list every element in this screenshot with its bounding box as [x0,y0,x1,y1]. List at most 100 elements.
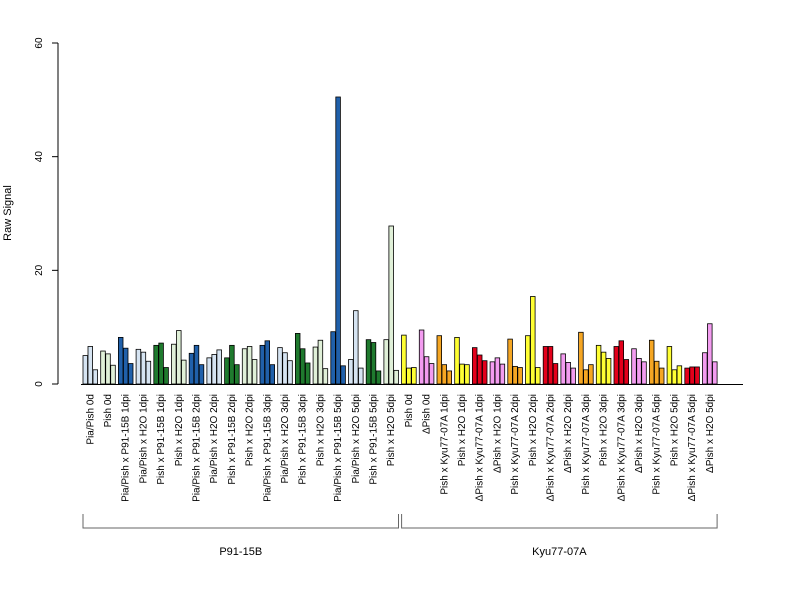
x-tick-label: ΔPish x H2O 5dpi [705,394,716,473]
bar [636,358,642,385]
bar [234,364,240,385]
x-tick-label: ΔPish x Kyu77-07A 3dpi [616,394,627,501]
bar [494,357,501,385]
bar [588,364,594,385]
bar [707,323,713,385]
bar [605,358,612,385]
bar [464,364,470,385]
bar [565,362,571,385]
bar [595,344,602,385]
bar [552,363,559,385]
bar [158,342,164,385]
bar [163,367,169,385]
bar [499,363,506,385]
x-tick-label: Pia/Pish x P91-15B 3dpi [262,394,273,502]
bar [176,330,182,385]
bar [631,348,637,385]
bar [181,359,187,385]
bar [641,361,647,385]
bar [535,367,541,385]
bar [654,360,660,385]
x-tick-label: ΔPish 0d [422,394,433,434]
bar [441,364,447,385]
bar [423,356,430,385]
bar [188,352,195,385]
x-tick-label: ΔPish x H2O 3dpi [634,394,645,473]
y-tick-label: 20 [34,264,45,276]
x-tick-label: ΔPish x H2O 1dpi [492,394,503,473]
x-tick-label: Pish x H2O 1dpi [174,394,185,466]
x-tick-label: Pish x H2O 1dpi [457,394,468,466]
bar [712,361,718,385]
bar [459,363,465,385]
bar [127,363,134,385]
bar [105,353,111,385]
bar [264,340,270,385]
bar [140,351,147,385]
bar [216,349,222,385]
bar [623,359,629,385]
bar [171,343,177,385]
bar [282,352,288,385]
bar [525,335,531,385]
bar [471,347,478,385]
bar [340,365,346,385]
bar [454,336,460,385]
bar [87,346,93,385]
x-tick-label: Pish 0d [103,394,114,427]
bar [312,346,319,385]
x-tick-label: Pia/Pish x H2O 3dpi [280,394,291,484]
x-tick-label: Pish 0d [404,394,415,427]
x-tick-label: Pia/Pish x P91-15B 5dpi [333,394,344,502]
group-brackets: P91-15B Kyu77-07A [82,514,718,558]
bar [304,362,311,385]
bar [401,334,407,385]
bar [393,369,399,385]
group-bracket [401,514,718,529]
y-tick-label: 0 [34,381,45,387]
bar [246,346,253,385]
x-tick-label: Pia/Pish x H2O 5dpi [351,394,362,484]
bar [375,370,382,385]
bar [476,354,483,385]
bar [517,367,523,385]
x-tick-label: ΔPish x Kyu77-07A 5dpi [687,394,698,501]
bar [198,364,205,385]
x-tick-labels: Pia/Pish 0d Pish 0d Pia/Pish x P91-15B 1dp… [85,394,716,502]
bar [370,342,377,385]
bar [224,357,230,385]
x-tick-label: Pish x P91-15B 2dpi [227,394,238,485]
x-tick-label: Pish x P91-15B 1dpi [156,394,167,485]
bar [123,347,129,385]
bar [317,339,324,385]
bar [153,344,159,385]
bar [446,370,452,385]
bar [100,350,106,385]
bar [294,333,301,385]
bar [251,359,258,385]
bar [118,336,124,385]
bar [259,344,265,385]
y-tick-label: 60 [34,37,45,49]
bar [322,368,329,385]
x-tick-label: Pish x H2O 3dpi [599,394,610,466]
x-tick-label: ΔPish x H2O 2dpi [563,394,574,473]
bar [287,360,293,385]
bar [211,354,217,385]
bar [383,339,389,385]
bar [110,364,116,385]
x-tick-label: Pish x H2O 5dpi [386,394,397,466]
bar [570,367,576,385]
x-tick-label: Pish x H2O 5dpi [669,394,680,466]
bar [335,96,341,385]
bar [684,367,690,385]
x-tick-label: ΔPish x Kyu77-07A 2dpi [546,394,557,501]
bar [530,296,536,385]
x-tick-label: Pish x H2O 3dpi [315,394,326,466]
bar [547,346,554,385]
bar [702,352,708,385]
bar [418,329,425,385]
bar [358,367,364,385]
bar [676,365,683,385]
bar [411,367,417,385]
